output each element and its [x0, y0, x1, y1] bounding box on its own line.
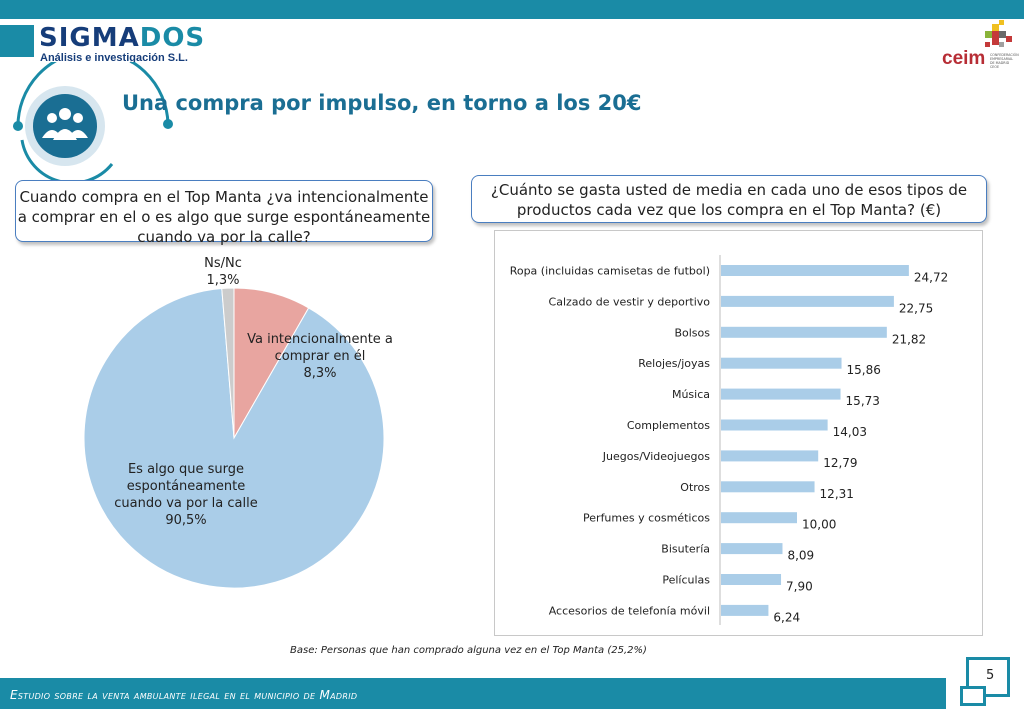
- bar-category-label: Juegos/Videojuegos: [602, 450, 710, 463]
- pie-label-spontaneous-line: Es algo que surge: [128, 462, 244, 477]
- bar-value-label: 15,73: [846, 394, 880, 408]
- bar-category-label: Complementos: [627, 419, 710, 432]
- bar-category-label: Bolsos: [674, 326, 710, 339]
- page-number-inner-frame: [960, 686, 986, 706]
- bar-value-label: 15,86: [847, 363, 881, 377]
- pie-label-nsnc-line: 1,3%: [206, 273, 239, 288]
- pie-label-intentional-line: 8,3%: [303, 366, 336, 381]
- bar-category-label: Ropa (incluidas camisetas de futbol): [510, 265, 710, 278]
- bar-value-label: 22,75: [899, 301, 933, 315]
- bar: [721, 326, 887, 338]
- logo-subtitle: Análisis e investigación S.L.: [40, 52, 188, 64]
- bar: [721, 543, 783, 555]
- bar: [721, 512, 797, 524]
- pie-question-text: Cuando compra en el Top Manta ¿va intenc…: [17, 188, 431, 246]
- bar: [721, 357, 842, 369]
- logo-name-b: DOS: [139, 23, 206, 53]
- badge-arc: [16, 62, 170, 129]
- ceim-wordmark: ceim: [942, 48, 985, 69]
- badge-inner-circle: [33, 94, 97, 158]
- bar: [721, 604, 769, 616]
- bar: [721, 450, 819, 462]
- footer-bar: [0, 678, 946, 709]
- bar-chart: Ropa (incluidas camisetas de futbol) 24,7…: [510, 255, 948, 625]
- bar: [721, 574, 782, 585]
- ceim-caption-4: CEOE: [990, 65, 999, 69]
- base-note: Base: Personas que han comprado alguna v…: [290, 645, 647, 656]
- footer-text: Estudio sobre la venta ambulante ilegal …: [10, 688, 358, 702]
- pie-label-spontaneous-line: espontáneamente: [127, 479, 245, 494]
- bar-value-label: 14,03: [833, 425, 867, 439]
- bar-value-label: 21,82: [892, 332, 926, 346]
- pie-slice-nsnc: [221, 287, 235, 439]
- bar-question-box: ¿Cuánto se gasta usted de media en cada …: [471, 175, 987, 223]
- top-bar: [0, 0, 1024, 19]
- bar-category-label: Música: [672, 388, 710, 401]
- bar: [721, 419, 828, 431]
- bar-value-label: 24,72: [914, 271, 948, 285]
- ceim-caption-3: DE MADRID: [990, 61, 1010, 65]
- bar-chart-frame: [494, 230, 983, 636]
- bar-category-label: Relojes/joyas: [638, 357, 710, 370]
- bar: [721, 295, 894, 307]
- title-badge: [13, 62, 173, 185]
- bar-value-label: 10,00: [802, 518, 836, 532]
- pie-label-intentional-line: comprar en él: [275, 349, 366, 364]
- sigmados-logo-mark: [0, 25, 34, 57]
- logo-name-a: SIGMA: [39, 23, 140, 53]
- bar-category-label: Perfumes y cosméticos: [583, 512, 710, 525]
- ceim-caption-1: CONFEDERACIÓN: [990, 52, 1019, 57]
- page-number: 5: [986, 668, 995, 683]
- bar-category-label: Películas: [662, 574, 710, 587]
- bar-category-label: Calzado de vestir y deportivo: [549, 295, 711, 308]
- pie-chart: Es algo que surge espontáneamente cuando v…: [83, 256, 393, 589]
- bar-category-label: Accesorios de telefonía móvil: [549, 604, 710, 617]
- people-group-icon: [42, 108, 88, 140]
- sigmados-logo: SIGMADOS: [39, 21, 205, 55]
- bar-value-label: 12,79: [823, 456, 857, 470]
- pie-label-nsnc-line: Ns/Nc: [204, 256, 242, 271]
- bar: [721, 481, 815, 493]
- page-title: Una compra por impulso, en torno a los 2…: [122, 91, 642, 115]
- bar: [721, 265, 909, 276]
- bar-category-label: Otros: [680, 481, 710, 494]
- ceim-logo: ceim CONFEDERACIÓN EMPRESARIAL DE MADRID…: [942, 20, 1019, 69]
- bar-value-label: 7,90: [786, 580, 813, 594]
- pie-question-box: Cuando compra en el Top Manta ¿va intenc…: [15, 180, 433, 246]
- badge-dot-left: [13, 121, 23, 131]
- ceim-caption-2: EMPRESARIAL: [990, 57, 1013, 61]
- bar-value-label: 12,31: [820, 487, 854, 501]
- bar-value-label: 6,24: [773, 610, 800, 624]
- pie-slice-spontaneous: [83, 287, 385, 589]
- bar-question-text: ¿Cuánto se gasta usted de media en cada …: [490, 181, 968, 219]
- pie-label-intentional-line: Va intencionalmente a: [247, 332, 393, 347]
- bar-category-label: Bisutería: [661, 543, 710, 556]
- badge-dot-right: [163, 119, 173, 129]
- bar-value-label: 8,09: [787, 549, 814, 563]
- bar: [721, 388, 841, 400]
- pie-label-spontaneous-line: 90,5%: [165, 513, 206, 528]
- pie-label-spontaneous-line: cuando va por la calle: [114, 496, 257, 511]
